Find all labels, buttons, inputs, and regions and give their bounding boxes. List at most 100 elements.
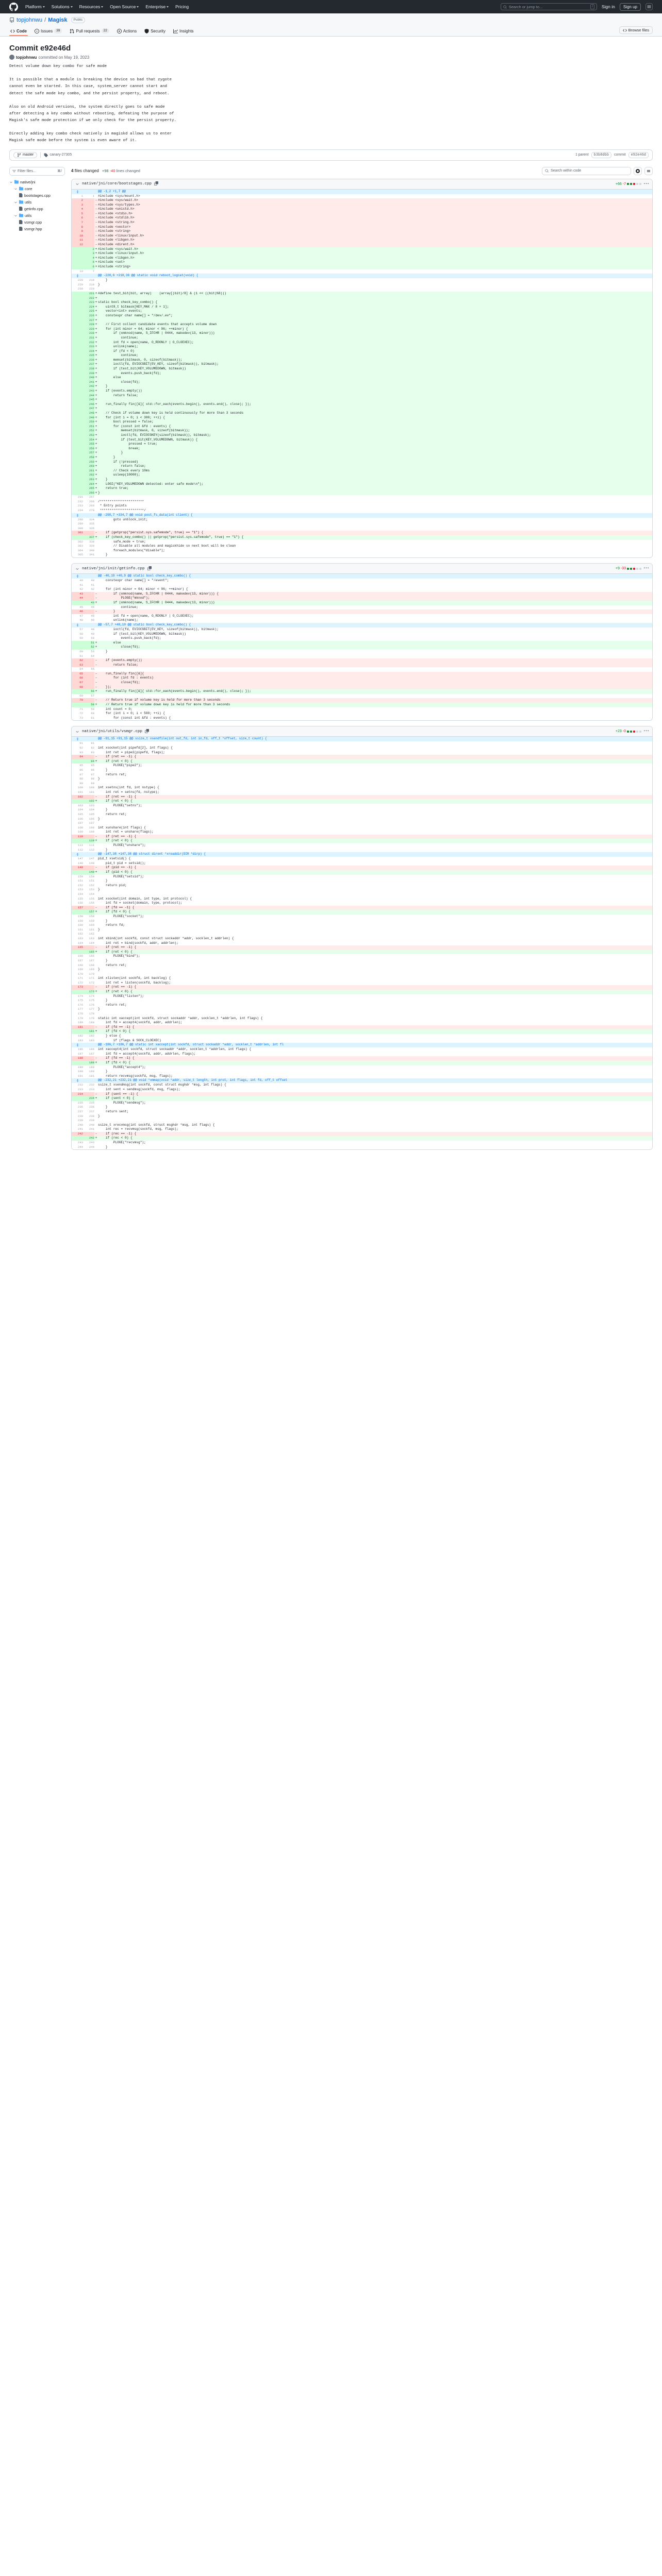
code-line[interactable]: #include <sys/wait.h> (98, 198, 138, 202)
code-line[interactable]: for (int minor = 64; minor < 96; ++minor… (98, 327, 188, 331)
code-line[interactable]: // Check if volume down key is held cont… (98, 411, 244, 415)
code-line[interactable]: return false; (98, 393, 138, 397)
code-line[interactable]: if (rec < 0) { (98, 1136, 133, 1140)
code-line[interactable] (98, 296, 652, 301)
collapse-file-toggle[interactable] (75, 182, 79, 186)
code-line[interactable]: if (ret < 0) { (98, 950, 133, 954)
gear-icon[interactable] (634, 166, 642, 175)
code-line[interactable]: return sent; (98, 1109, 129, 1113)
code-line[interactable]: bool pressed = false; (98, 420, 154, 424)
code-line[interactable]: if (xmknod(name, S_IFCHR | 0444, makedev… (98, 591, 219, 596)
code-line[interactable]: if (ret < 0) { (98, 759, 133, 763)
code-line[interactable]: int xaccept4(int sockfd, struct sockaddr… (98, 1047, 252, 1052)
code-line[interactable]: if (fd < 0) (98, 349, 135, 353)
code-line[interactable]: int ret = listen(sockfd, backlog); (98, 980, 171, 985)
code-line[interactable]: pid_t pid = setsid(); (98, 861, 146, 865)
file-options-button[interactable] (644, 566, 649, 571)
hunk-expander[interactable] (72, 1078, 83, 1083)
code-line[interactable]: PLOGE("unshare"); (98, 843, 146, 848)
sign-up-button[interactable]: Sign up (619, 3, 641, 11)
code-line[interactable]: return true; (98, 486, 129, 490)
code-line[interactable]: events.push_back(fd); (98, 371, 161, 375)
tab-security[interactable]: Security (143, 27, 167, 36)
code-line[interactable] (98, 583, 652, 588)
code-line[interactable]: int xsocket(int domain, int type, int pr… (98, 896, 192, 901)
code-line[interactable]: if (flags & SOCK_CLOEXEC) (98, 1038, 161, 1042)
code-line[interactable] (98, 741, 652, 746)
code-line[interactable]: } (98, 609, 115, 614)
code-line[interactable]: PLOGE("socket"); (98, 914, 144, 918)
code-line[interactable]: #include <sys/mount.h> (98, 194, 140, 198)
code-line[interactable]: #include <sys/types.h> (98, 202, 140, 207)
code-line[interactable]: memset(bitmask, 0, sizeof(bitmask)); (98, 358, 183, 362)
code-line[interactable]: if (rec == -1) { (98, 1131, 137, 1136)
tab-actions[interactable]: Actions (116, 27, 138, 36)
code-line[interactable] (98, 527, 652, 531)
code-line[interactable]: int ret = bind(sockfd, addr, addrlen); (98, 941, 178, 945)
code-line[interactable]: // Check every 10ms (98, 468, 150, 472)
collapse-file-toggle[interactable] (75, 567, 79, 571)
nav-pricing[interactable]: Pricing (175, 4, 189, 9)
search-within-code-input[interactable]: Search within code (542, 166, 631, 175)
code-line[interactable]: PLOGE("setsid"); (98, 874, 144, 878)
code-line[interactable]: } (98, 768, 108, 772)
repo-name-link[interactable]: Magisk (48, 17, 68, 23)
code-line[interactable]: PLOGE("listen"); (98, 994, 144, 998)
tree-file-bootstages[interactable]: bootstages.cpp (9, 192, 65, 199)
code-line[interactable]: #include <linux/input.h> (98, 251, 144, 256)
code-line[interactable]: int rec = recvmsg(sockfd, msg, flags); (98, 1127, 178, 1131)
code-line[interactable]: int xsetns(int fd, int nstype) { (98, 786, 159, 790)
hunk-expander[interactable] (72, 513, 83, 518)
code-line[interactable]: run_finally fin([&]{ std::for_each(event… (98, 689, 252, 693)
code-line[interactable]: } (98, 998, 108, 1003)
code-line[interactable]: else (98, 640, 121, 645)
code-line[interactable]: } (98, 649, 108, 653)
code-line[interactable]: int xlisten(int sockfd, int backlog) { (98, 976, 171, 980)
code-line[interactable]: if (ret == -1) { (98, 985, 137, 989)
code-line[interactable]: #include <stdlib.h> (98, 216, 135, 220)
tree-folder-native-jni[interactable]: native/jni (9, 179, 65, 185)
code-line[interactable]: uint8_t bitmask[KEY_MAX / 8 + 1]; (98, 304, 169, 309)
code-line[interactable]: safe_mode = true; (98, 539, 146, 544)
copy-path-button[interactable] (154, 181, 159, 187)
code-line[interactable]: run_finally fin([&]{ (98, 671, 144, 675)
copy-path-button[interactable] (145, 728, 150, 734)
code-line[interactable]: unlink(name); (98, 618, 138, 622)
code-line[interactable]: if (fd < 0) { (98, 1060, 131, 1064)
code-line[interactable] (98, 406, 652, 411)
code-line[interactable]: if (ret == -1) { (98, 945, 137, 950)
list-icon[interactable] (644, 166, 653, 175)
code-line[interactable]: } (98, 278, 108, 282)
code-line[interactable]: } (98, 282, 100, 286)
code-line[interactable]: if (!pressed) (98, 460, 138, 464)
code-line[interactable]: for (const int &fd : events) { (98, 424, 171, 428)
code-line[interactable]: break; (98, 446, 140, 450)
code-line[interactable]: } (98, 1114, 100, 1118)
code-line[interactable]: } (98, 919, 108, 923)
code-line[interactable]: PLOGE("mknod"); (98, 596, 150, 600)
parent-sha[interactable]: b3b8dbb (591, 151, 612, 158)
code-line[interactable]: ioctl(fd, EVIOCGKEY(sizeof(bitmask)), bi… (98, 433, 211, 437)
code-line[interactable] (98, 667, 652, 672)
code-line[interactable]: } (98, 553, 108, 557)
code-line[interactable]: if (ret < 0) { (98, 799, 133, 803)
code-line[interactable]: #include <linux/input.h> (98, 233, 144, 238)
code-line[interactable]: #include <vector> (98, 225, 131, 229)
code-line[interactable]: int xunshare(int flags) { (98, 825, 146, 829)
code-line[interactable]: for (const int &fd : events) { (98, 716, 171, 720)
code-line[interactable]: if (test_bit(KEY_VOLUMEDOWN, bitmask)) { (98, 437, 198, 442)
code-line[interactable]: * Entry points (98, 504, 127, 508)
code-line[interactable]: #include <string> (98, 265, 131, 268)
code-line[interactable]: continue; (98, 605, 138, 609)
code-line[interactable]: } (98, 817, 100, 821)
code-line[interactable]: static bool check_key_combo() { (98, 300, 158, 304)
tree-file-getinfo[interactable]: getinfo.cpp (9, 206, 65, 212)
file-options-button[interactable] (644, 728, 649, 734)
code-line[interactable] (98, 694, 652, 699)
code-line[interactable] (98, 892, 652, 897)
code-line[interactable]: if (ret < 0) { (98, 839, 133, 843)
code-line[interactable]: } (98, 451, 123, 455)
code-line[interactable]: return ret; (98, 772, 127, 776)
hunk-expander[interactable] (72, 622, 83, 628)
code-line[interactable]: return ret; (98, 963, 127, 967)
